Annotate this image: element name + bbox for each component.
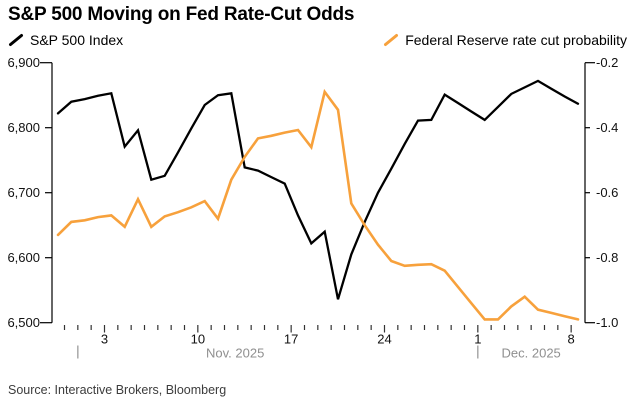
right-axis-tick-label: -0.4 [596, 120, 618, 135]
legend-item-sp500: S&P 500 Index [8, 32, 123, 48]
rate-cut-line-marker-icon [384, 34, 399, 46]
month-label: Nov. 2025 [206, 346, 264, 361]
left-axis-tick-label: 6,600 [7, 250, 40, 265]
legend-item-rate-cut-probability: Federal Reserve rate cut probability [383, 32, 627, 48]
left-axis-tick-label: 6,900 [7, 55, 40, 70]
axes [51, 62, 586, 323]
right-axis-tick-label: -0.6 [596, 185, 618, 200]
chart-legend: S&P 500 Index Federal Reserve rate cut p… [8, 31, 627, 49]
x-axis-day-label: 3 [101, 332, 108, 347]
x-axis-day-label: 1 [474, 332, 481, 347]
chart-title: S&P 500 Moving on Fed Rate-Cut Odds [8, 4, 355, 25]
x-axis-day-label: 8 [568, 332, 575, 347]
x-axis-day-label: 17 [284, 332, 298, 347]
sp500-line-marker-icon [9, 34, 23, 46]
right-axis-tick-label: -0.2 [596, 55, 618, 70]
legend-label-rate-cut-probability: Federal Reserve rate cut probability [405, 32, 627, 48]
x-axis-day-label: 24 [377, 332, 391, 347]
legend-label-sp500: S&P 500 Index [30, 32, 124, 48]
right-axis-tick-label: -0.8 [596, 250, 618, 265]
left-axis-tick-label: 6,800 [7, 120, 40, 135]
sp500-index-line [56, 79, 580, 300]
right-axis-tick-label: -1.0 [596, 315, 618, 330]
month-label: Dec. 2025 [502, 346, 561, 361]
source-note: Source: Interactive Brokers, Bloomberg [8, 383, 227, 397]
x-axis-day-label: 10 [191, 332, 205, 347]
left-axis-tick-label: 6,700 [7, 185, 40, 200]
left-axis-tick-label: 6,500 [7, 315, 40, 330]
rate-cut-probability-line [56, 88, 580, 321]
